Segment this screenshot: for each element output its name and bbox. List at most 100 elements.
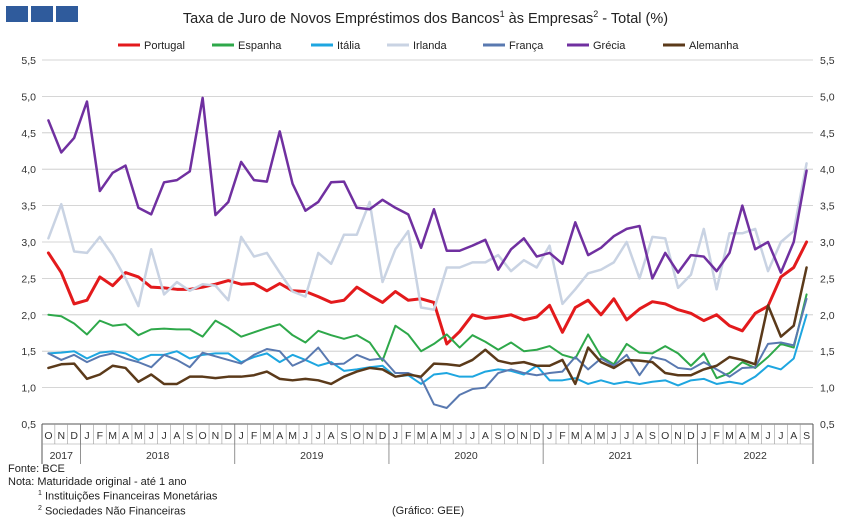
x-tick-label: J [624,430,629,442]
axes: 0,5 0,5 1,0 1,0 1,5 1,5 2,0 2,0 2,5 2,5 3,0 3,0 3,5 3… [21,55,835,464]
series-line-espanha [47,293,808,380]
y-tick-label-left: 4,5 [21,128,36,140]
x-tick-label: D [533,430,541,442]
x-tick-label: J [303,430,308,442]
series-line-irlanda [47,162,808,311]
y-tick-label-left: 0,5 [21,419,36,431]
y-tick-label-left: 3,0 [21,237,36,249]
year-label: 2019 [300,450,324,462]
x-tick-label: J [161,430,166,442]
series-line-grécia [47,96,808,280]
y-tick-label-left: 1,5 [21,346,36,358]
x-tick-label: J [239,430,244,442]
x-tick-label: M [108,430,117,442]
x-tick-label: J [316,430,321,442]
x-tick-label: J [778,430,783,442]
x-tick-label: D [379,430,387,442]
y-tick-label-left: 5,0 [21,91,36,103]
x-tick-label: S [803,430,810,442]
x-tick-label: F [251,430,257,442]
logo-block [56,6,78,22]
legend: Portugal Espanha Itália Irlanda França Grécia… [118,40,739,52]
year-label: 2018 [146,450,170,462]
series-line-alemanha [47,266,808,386]
x-tick-label: F [97,430,103,442]
maturity-note: Nota: Maturidade original - até 1 ano [8,475,187,488]
y-tick-label-right: 4,0 [820,164,835,176]
y-tick-label-left: 3,5 [21,201,36,213]
x-tick-label: S [495,430,502,442]
y-tick-label-right: 5,0 [820,91,835,103]
series-lines [46,96,809,409]
x-tick-label: F [713,430,719,442]
footnote-1-mark: 1 [38,490,42,497]
chart-title-text: Taxa de Juro de Novos Empréstimos dos Ba… [182,10,500,27]
x-tick-label: O [661,430,669,442]
x-tick-label: A [585,430,592,442]
y-tick-label-left: 2,0 [21,310,36,322]
logo-block [31,6,53,22]
x-tick-label: A [482,430,489,442]
x-tick-label: O [353,430,361,442]
y-tick-label-left: 1,0 [21,383,36,395]
y-tick-label-right: 2,0 [820,310,835,322]
year-label: 2017 [50,450,74,462]
footnote-2-text: Sociedades Não Financeiras [41,505,186,518]
x-tick-label: A [122,430,129,442]
x-tick-label: O [44,430,52,442]
x-tick-label: S [649,430,656,442]
y-tick-label-right: 3,5 [820,201,835,213]
legend-label: França [509,40,544,52]
x-tick-label: J [765,430,770,442]
x-tick-label: N [366,430,374,442]
y-tick-label-right: 2,5 [820,273,835,285]
year-label: 2021 [609,450,633,462]
x-tick-label: A [328,430,335,442]
gee-logo-icon [6,6,78,22]
x-tick-label: F [559,430,565,442]
x-tick-label: M [263,430,272,442]
x-tick-label: M [442,430,451,442]
x-tick-label: O [199,430,207,442]
x-tick-label: J [393,430,398,442]
x-tick-label: S [340,430,347,442]
y-tick-label-left: 5,5 [21,55,36,67]
x-tick-label: N [674,430,682,442]
x-tick-label: J [457,430,462,442]
x-tick-label: J [547,430,552,442]
x-tick-label: M [751,430,760,442]
x-tick-label: J [701,430,706,442]
x-tick-label: M [571,430,580,442]
chart-credit: (Gráfico: GEE) [392,505,465,517]
title-sup-1: 1 [499,9,505,19]
x-tick-label: D [225,430,233,442]
source-note: Fonte: BCE [8,463,65,475]
series-line-frança [47,297,808,409]
x-tick-label: N [212,430,220,442]
y-tick-label-left: 2,5 [21,273,36,285]
x-tick-label: A [173,430,180,442]
series-line-portugal [46,240,809,346]
y-tick-label-right: 4,5 [820,128,835,140]
legend-label: Irlanda [413,40,448,52]
footnote-1-text: Instituições Financeiras Monetárias [41,490,218,503]
x-tick-label: M [288,430,297,442]
legend-label: Grécia [593,40,626,52]
y-tick-label-right: 5,5 [820,55,835,67]
x-tick-label: A [636,430,643,442]
chart-title: Taxa de Juro de Novos Empréstimos dos Ba… [0,9,851,27]
x-tick-label: O [507,430,515,442]
legend-label: Alemanha [689,40,739,52]
x-tick-label: D [70,430,78,442]
footnote-1: 1 Instituições Financeiras Monetárias [8,488,217,503]
y-tick-label-right: 1,0 [820,383,835,395]
series-line-itália [47,313,808,387]
x-tick-label: J [611,430,616,442]
year-label: 2020 [454,450,478,462]
logo-block [6,6,28,22]
legend-label: Espanha [238,40,282,52]
title-sup-2: 2 [593,9,599,19]
legend-label: Itália [337,40,361,52]
x-tick-label: J [149,430,154,442]
